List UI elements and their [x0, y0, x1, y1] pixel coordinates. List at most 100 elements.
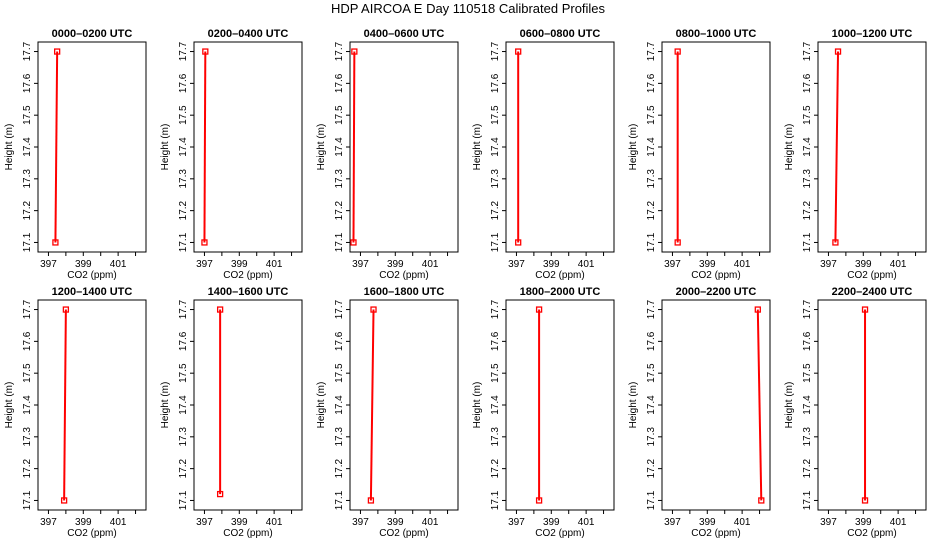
y-tick-label: 17.6	[178, 73, 189, 93]
profile-point	[674, 239, 681, 246]
profile-point	[60, 497, 68, 504]
y-tick-label: 17.2	[178, 458, 189, 478]
x-axis-label: CO2 (ppm)	[691, 528, 740, 539]
y-tick-label: 17.4	[802, 137, 813, 157]
y-tick-label: 17.3	[22, 169, 33, 189]
profile-line	[203, 51, 207, 243]
y-tick-label: 17.5	[22, 105, 33, 125]
x-axis-label: CO2 (ppm)	[847, 270, 896, 281]
y-tick-label: 17.2	[490, 458, 501, 478]
y-tick-label: 17.3	[334, 427, 345, 447]
y-tick-label: 17.7	[802, 41, 813, 61]
y-tick-label: 17.6	[334, 331, 345, 351]
plot-frame	[193, 41, 303, 253]
y-tick-label: 17.5	[22, 363, 33, 383]
y-tick-label: 17.2	[802, 458, 813, 478]
x-axis-label: CO2 (ppm)	[223, 528, 272, 539]
x-tick-label: 401	[734, 517, 751, 528]
y-axis-label: Height (m)	[628, 382, 639, 429]
x-tick-label: 397	[820, 259, 837, 270]
y-tick-label: 17.6	[178, 331, 189, 351]
x-tick-label: 397	[196, 517, 213, 528]
y-tick-label: 17.5	[334, 363, 345, 383]
panel-title: 1200–1400 UTC	[52, 286, 133, 298]
y-tick-label: 17.7	[490, 299, 501, 319]
profile-point	[370, 306, 377, 313]
profile-point	[216, 306, 224, 313]
panel-10: 1800–2000 UTC 397 399 401 17.1 17.2 17.3 17.4 17…	[472, 286, 615, 539]
y-tick-label: 17.7	[646, 299, 657, 319]
plot-frame	[37, 41, 147, 253]
x-axis-label: CO2 (ppm)	[535, 528, 584, 539]
y-tick-label: 17.2	[802, 200, 813, 220]
y-tick-label: 17.4	[334, 137, 345, 157]
y-tick-label: 17.7	[22, 299, 33, 319]
x-tick-label: 399	[387, 259, 404, 270]
y-tick-label: 17.1	[178, 490, 189, 510]
panel-9: 1600–1800 UTC 397 399 401 17.1 17.2 17.3 17.4 17…	[316, 286, 459, 539]
x-tick-label: 401	[734, 259, 751, 270]
y-axis-label: Height (m)	[4, 124, 15, 171]
y-tick-label: 17.6	[646, 73, 657, 93]
y-axis-label: Height (m)	[628, 124, 639, 171]
y-tick-label: 17.4	[490, 395, 501, 415]
y-tick-label: 17.2	[22, 458, 33, 478]
y-axis-label: Height (m)	[316, 382, 327, 429]
x-tick-label: 399	[75, 517, 92, 528]
y-tick-label: 17.1	[802, 232, 813, 252]
x-axis-label: CO2 (ppm)	[379, 528, 428, 539]
y-tick-label: 17.7	[178, 299, 189, 319]
y-tick-label: 17.4	[178, 395, 189, 415]
y-tick-label: 17.3	[178, 427, 189, 447]
y-tick-label: 17.5	[802, 105, 813, 125]
profile-point	[367, 497, 375, 504]
panel-title: 0200–0400 UTC	[208, 28, 289, 40]
panel-title: 0600–0800 UTC	[520, 28, 601, 40]
x-tick-label: 397	[664, 259, 681, 270]
plot-frame	[193, 299, 303, 511]
plot-frame	[817, 41, 927, 253]
y-tick-label: 17.5	[178, 363, 189, 383]
y-tick-label: 17.3	[490, 169, 501, 189]
panel-title: 1400–1600 UTC	[208, 286, 289, 298]
y-tick-label: 17.3	[22, 427, 33, 447]
x-tick-label: 401	[422, 517, 439, 528]
panel-title: 0800–1000 UTC	[676, 28, 757, 40]
y-tick-label: 17.1	[490, 490, 501, 510]
y-tick-label: 17.5	[646, 363, 657, 383]
y-tick-label: 17.2	[646, 458, 657, 478]
y-tick-label: 17.1	[22, 490, 33, 510]
y-tick-label: 17.7	[178, 41, 189, 61]
profile-point	[834, 48, 842, 55]
plot-frame	[661, 299, 771, 511]
y-tick-label: 17.6	[646, 331, 657, 351]
y-tick-label: 17.6	[802, 331, 813, 351]
x-tick-label: 401	[110, 517, 127, 528]
x-axis-label: CO2 (ppm)	[223, 270, 272, 281]
x-axis-label: CO2 (ppm)	[691, 270, 740, 281]
panel-title: 0400–0600 UTC	[364, 28, 445, 40]
profile-point	[832, 239, 839, 246]
x-tick-label: 399	[231, 517, 248, 528]
panel-5: 0800–1000 UTC 397 399 401 17.1 17.2 17.3 17.4 17…	[628, 28, 771, 281]
profile-line	[54, 51, 59, 243]
x-tick-label: 399	[855, 517, 872, 528]
y-tick-label: 17.6	[334, 73, 345, 93]
y-tick-label: 17.2	[178, 200, 189, 220]
y-axis-label: Height (m)	[472, 124, 483, 171]
x-tick-label: 401	[890, 517, 907, 528]
plot-frame	[349, 299, 459, 511]
panel-2: 0200–0400 UTC 397 399 401 17.1 17.2 17.3 17.4 17…	[160, 28, 303, 281]
x-tick-label: 397	[508, 517, 525, 528]
panel-7: 1200–1400 UTC 397 399 401 17.1 17.2 17.3 17.4 17…	[4, 286, 147, 539]
profile-point	[201, 239, 208, 246]
x-tick-label: 397	[352, 259, 369, 270]
x-axis-label: CO2 (ppm)	[847, 528, 896, 539]
profile-line	[369, 309, 375, 501]
panel-title: 2000–2200 UTC	[676, 286, 757, 298]
plot-frame	[505, 299, 615, 511]
profile-line	[352, 51, 356, 243]
y-axis-label: Height (m)	[316, 124, 327, 171]
y-axis-label: Height (m)	[4, 382, 15, 429]
y-tick-label: 17.1	[490, 232, 501, 252]
